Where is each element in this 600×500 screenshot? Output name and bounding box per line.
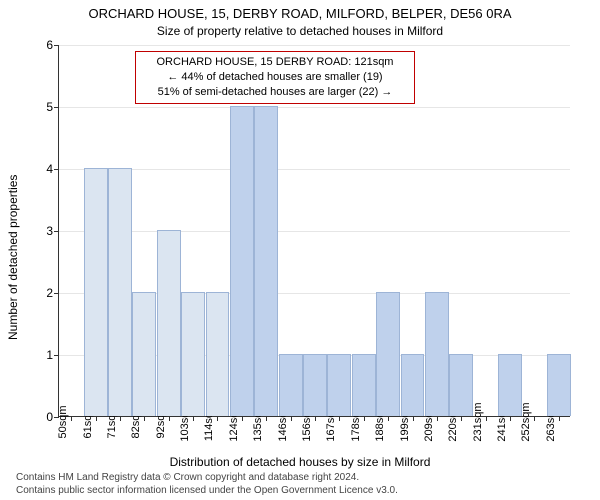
bar <box>206 292 230 416</box>
xtick-mark <box>144 416 145 421</box>
ytick-mark <box>54 355 59 356</box>
ytick-label: 2 <box>46 286 53 300</box>
bar <box>498 354 522 416</box>
xtick-mark <box>71 416 72 421</box>
annotation-line: ← 44% of detached houses are smaller (19… <box>142 70 408 85</box>
xtick-mark <box>315 416 316 421</box>
bar <box>157 230 181 416</box>
xtick-mark <box>291 416 292 421</box>
bar <box>547 354 571 416</box>
gridline <box>59 231 570 232</box>
bar <box>254 106 278 416</box>
chart-title-main: ORCHARD HOUSE, 15, DERBY ROAD, MILFORD, … <box>0 6 600 21</box>
xtick-mark <box>437 416 438 421</box>
bar <box>352 354 376 416</box>
ytick-mark <box>54 169 59 170</box>
y-axis-label: Number of detached properties <box>6 175 20 340</box>
xtick-mark <box>364 416 365 421</box>
bar <box>132 292 156 416</box>
xtick-mark <box>217 416 218 421</box>
xtick-mark <box>413 416 414 421</box>
footnote-2: Contains public sector information licen… <box>16 485 398 496</box>
bar <box>108 168 132 416</box>
bar <box>449 354 473 416</box>
ytick-label: 0 <box>46 410 53 424</box>
chart-container: ORCHARD HOUSE, 15, DERBY ROAD, MILFORD, … <box>0 0 600 500</box>
xtick-mark <box>388 416 389 421</box>
xtick-mark <box>534 416 535 421</box>
bar <box>279 354 303 416</box>
xtick-mark <box>169 416 170 421</box>
ytick-label: 3 <box>46 224 53 238</box>
xtick-mark <box>266 416 267 421</box>
chart-title-sub: Size of property relative to detached ho… <box>0 24 600 38</box>
bar <box>401 354 425 416</box>
gridline <box>59 45 570 46</box>
ytick-label: 4 <box>46 162 53 176</box>
bar <box>303 354 327 416</box>
ytick-label: 1 <box>46 348 53 362</box>
bar <box>425 292 449 416</box>
footnote-1: Contains HM Land Registry data © Crown c… <box>16 472 359 483</box>
ytick-mark <box>54 107 59 108</box>
xtick-mark <box>120 416 121 421</box>
xtick-mark <box>510 416 511 421</box>
xtick-mark <box>559 416 560 421</box>
ytick-label: 6 <box>46 38 53 52</box>
xtick-label: 252sqm <box>520 402 532 441</box>
xtick-mark <box>193 416 194 421</box>
xtick-label: 50sqm <box>57 405 69 438</box>
annotation-line: 51% of semi-detached houses are larger (… <box>142 85 408 100</box>
ytick-label: 5 <box>46 100 53 114</box>
plot-area: 012345650sqm61sqm71sqm82sqm92sqm103sqm11… <box>58 45 570 417</box>
gridline <box>59 107 570 108</box>
ytick-mark <box>54 45 59 46</box>
ytick-mark <box>54 231 59 232</box>
xtick-mark <box>339 416 340 421</box>
bar <box>230 106 254 416</box>
bar <box>376 292 400 416</box>
x-axis-label: Distribution of detached houses by size … <box>0 455 600 469</box>
bar <box>84 168 108 416</box>
bar <box>327 354 351 416</box>
gridline <box>59 169 570 170</box>
xtick-mark <box>461 416 462 421</box>
annotation-box: ORCHARD HOUSE, 15 DERBY ROAD: 121sqm← 44… <box>135 51 415 104</box>
annotation-line: ORCHARD HOUSE, 15 DERBY ROAD: 121sqm <box>142 55 408 70</box>
ytick-mark <box>54 293 59 294</box>
bar <box>181 292 205 416</box>
xtick-mark <box>486 416 487 421</box>
xtick-mark <box>242 416 243 421</box>
xtick-label: 231sqm <box>472 402 484 441</box>
xtick-mark <box>96 416 97 421</box>
